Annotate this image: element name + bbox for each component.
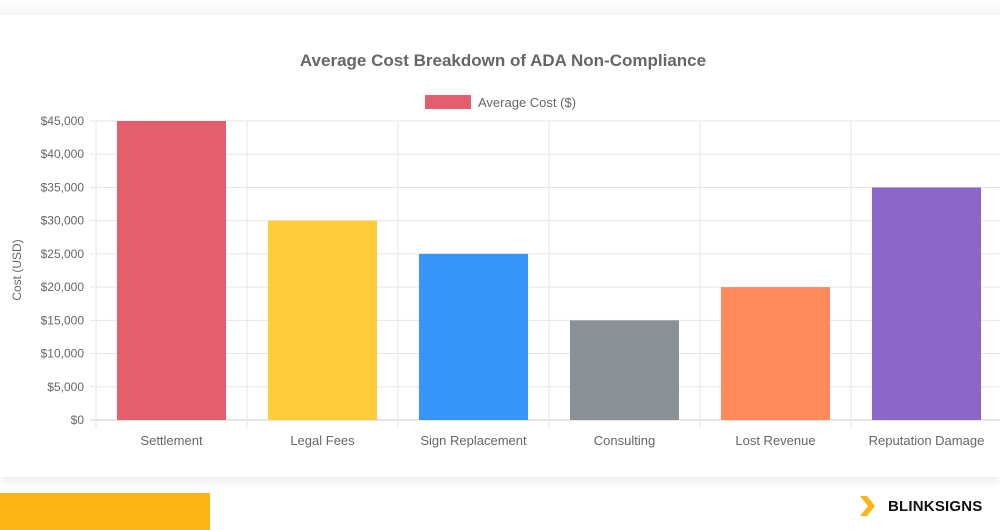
y-tick-label: $20,000 [41, 280, 85, 294]
footer-accent-bar [0, 493, 210, 530]
bar-consulting [570, 320, 679, 420]
bar-reputation-damage [872, 187, 981, 420]
y-tick-label: $5,000 [47, 380, 84, 394]
y-tick-label: $45,000 [41, 114, 85, 128]
bar-sign-replacement [419, 253, 528, 420]
top-band [0, 0, 1000, 15]
x-tick-label: Legal Fees [290, 433, 355, 448]
x-tick-label: Consulting [594, 433, 655, 448]
bar-lost-revenue [721, 287, 830, 420]
y-tick-label: $0 [71, 413, 85, 427]
x-tick-label: Lost Revenue [735, 433, 815, 448]
y-tick-label: $10,000 [41, 347, 85, 361]
x-tick-label: Sign Replacement [420, 433, 527, 448]
bar-chart: Average Cost Breakdown of ADA Non-Compli… [10, 51, 1000, 448]
chart-title: Average Cost Breakdown of ADA Non-Compli… [300, 51, 706, 70]
x-tick-label: Settlement [140, 433, 203, 448]
legend-swatch [425, 95, 471, 109]
brand-logo: BLINKSIGNS [856, 495, 983, 517]
y-axis-label: Cost (USD) [10, 239, 24, 300]
y-tick-label: $35,000 [41, 180, 85, 194]
y-tick-label: $30,000 [41, 214, 85, 228]
y-tick-label: $40,000 [41, 147, 85, 161]
chevron-right-icon [860, 496, 875, 516]
y-tick-label: $15,000 [41, 313, 85, 327]
bar-settlement [117, 121, 226, 420]
x-tick-label: Reputation Damage [869, 433, 985, 448]
y-tick-label: $25,000 [41, 247, 85, 261]
brand-name: BLINKSIGNS [888, 497, 983, 515]
bar-legal-fees [268, 220, 377, 420]
legend-label[interactable]: Average Cost ($) [478, 95, 576, 110]
